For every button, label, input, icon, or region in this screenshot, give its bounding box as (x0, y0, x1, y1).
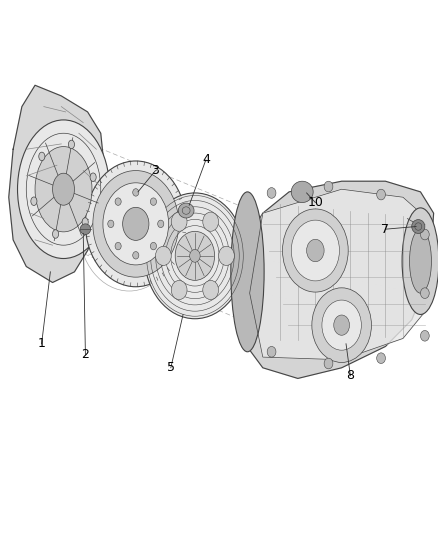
Ellipse shape (158, 220, 164, 228)
Ellipse shape (90, 173, 96, 181)
Ellipse shape (283, 209, 348, 292)
Ellipse shape (123, 207, 149, 240)
Ellipse shape (80, 224, 91, 235)
Text: 8: 8 (346, 369, 354, 382)
Ellipse shape (412, 220, 425, 233)
Ellipse shape (190, 249, 200, 262)
Ellipse shape (312, 288, 371, 362)
Text: 2: 2 (81, 348, 89, 361)
Ellipse shape (267, 346, 276, 357)
Ellipse shape (39, 152, 45, 160)
Ellipse shape (324, 181, 333, 192)
Ellipse shape (115, 198, 121, 205)
Ellipse shape (175, 231, 215, 280)
Ellipse shape (93, 171, 179, 277)
Ellipse shape (68, 140, 74, 149)
Ellipse shape (155, 246, 171, 265)
Ellipse shape (291, 220, 339, 281)
Text: 7: 7 (381, 223, 389, 236)
Ellipse shape (115, 243, 121, 250)
Ellipse shape (307, 239, 324, 262)
Ellipse shape (103, 183, 169, 265)
Ellipse shape (420, 330, 429, 341)
Ellipse shape (53, 173, 74, 205)
Ellipse shape (85, 161, 186, 287)
Ellipse shape (133, 189, 139, 196)
Text: 3: 3 (152, 164, 159, 177)
Ellipse shape (178, 203, 194, 218)
Ellipse shape (18, 120, 109, 259)
Ellipse shape (108, 220, 114, 228)
Ellipse shape (402, 208, 438, 314)
Polygon shape (250, 189, 427, 360)
Ellipse shape (291, 181, 313, 203)
Text: 4: 4 (202, 154, 210, 166)
Ellipse shape (150, 243, 156, 250)
Ellipse shape (133, 252, 139, 259)
Ellipse shape (324, 358, 333, 369)
Ellipse shape (420, 229, 429, 240)
Ellipse shape (150, 198, 156, 205)
Ellipse shape (203, 280, 219, 300)
Ellipse shape (203, 212, 219, 231)
Text: 1: 1 (38, 337, 46, 350)
Ellipse shape (171, 280, 187, 300)
Ellipse shape (171, 212, 187, 231)
Ellipse shape (231, 192, 264, 352)
Polygon shape (241, 181, 434, 378)
Ellipse shape (377, 353, 385, 364)
Ellipse shape (267, 188, 276, 198)
Ellipse shape (31, 197, 37, 206)
Ellipse shape (145, 193, 245, 319)
Ellipse shape (322, 300, 361, 350)
Ellipse shape (82, 218, 88, 227)
Polygon shape (9, 85, 105, 282)
Ellipse shape (53, 230, 59, 238)
Ellipse shape (35, 147, 92, 232)
Ellipse shape (410, 229, 431, 293)
Ellipse shape (377, 189, 385, 200)
Ellipse shape (420, 288, 429, 298)
Ellipse shape (219, 246, 234, 265)
Ellipse shape (334, 315, 350, 335)
Text: 10: 10 (307, 196, 323, 209)
Text: 5: 5 (167, 361, 175, 374)
